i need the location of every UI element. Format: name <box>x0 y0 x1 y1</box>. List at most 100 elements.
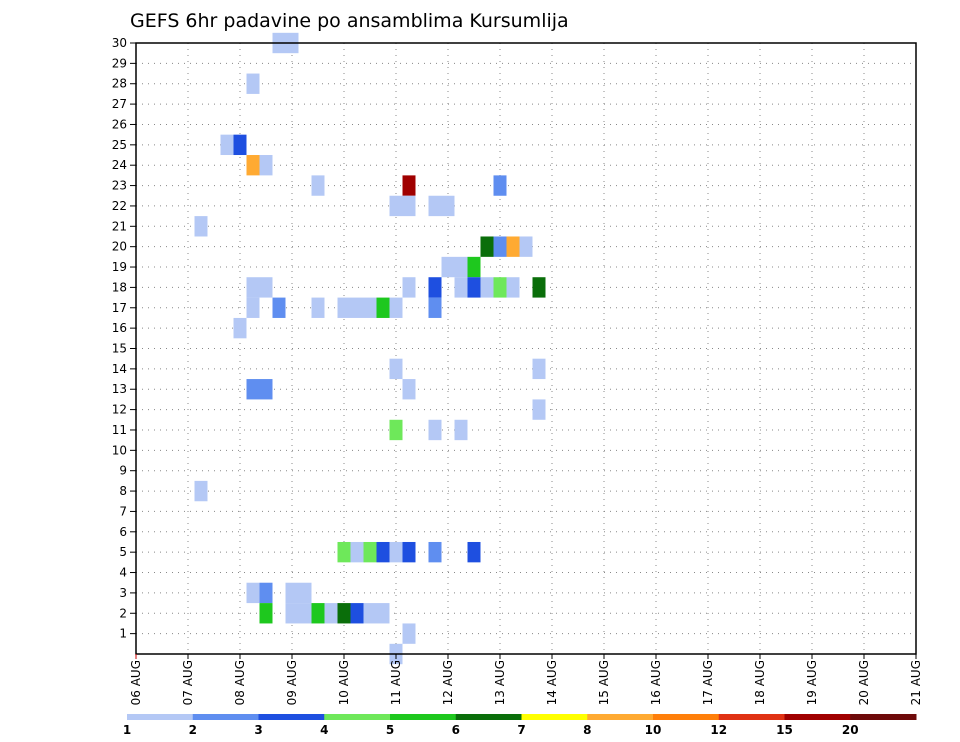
y-axis-ticks: 1234567891011121314151617181920212223242… <box>112 36 136 641</box>
colorbar-label: 8 <box>583 723 591 737</box>
precip-cell <box>285 603 299 624</box>
precip-cell <box>233 134 247 156</box>
y-tick-label: 7 <box>119 504 127 518</box>
precip-cell <box>441 195 455 217</box>
x-tick-label: 11 AUG <box>389 660 403 705</box>
precip-cell <box>363 541 377 563</box>
precip-cell <box>389 358 403 380</box>
y-tick-label: 15 <box>112 342 127 356</box>
precip-cell <box>402 195 416 217</box>
y-tick-label: 23 <box>112 179 127 193</box>
precip-cell <box>246 277 260 298</box>
precip-cell <box>454 419 468 441</box>
precip-cell <box>467 277 481 298</box>
precip-cell <box>467 256 481 278</box>
precip-cell <box>298 582 312 604</box>
precip-cell <box>233 317 247 339</box>
precip-cell <box>246 297 260 318</box>
x-tick-label: 19 AUG <box>805 660 819 705</box>
precip-cell <box>246 155 260 176</box>
precipitation-cells <box>194 32 546 665</box>
x-tick-label: 20 AUG <box>857 660 871 705</box>
x-tick-label: 08 AUG <box>233 660 247 705</box>
x-tick-label: 12 AUG <box>441 660 455 705</box>
precip-cell <box>493 236 507 257</box>
precip-cell <box>467 541 481 563</box>
precip-cell <box>389 195 403 217</box>
precip-cell <box>506 277 520 298</box>
precip-cell <box>402 623 416 644</box>
x-tick-label: 06 AUG <box>129 660 143 705</box>
precip-cell <box>337 603 351 624</box>
precip-cell <box>519 236 533 257</box>
precip-cell <box>311 297 325 318</box>
x-tick-label: 15 AUG <box>597 660 611 705</box>
precip-cell <box>441 256 455 278</box>
y-tick-label: 13 <box>112 382 127 396</box>
colorbar-swatch <box>521 714 588 720</box>
precip-cell <box>389 541 403 563</box>
colorbar-swatch <box>455 714 522 720</box>
precip-cell <box>480 236 494 257</box>
y-tick-label: 24 <box>112 158 127 172</box>
precip-cell <box>246 379 260 400</box>
precip-cell <box>376 603 390 624</box>
y-tick-label: 8 <box>119 484 127 498</box>
precip-cell <box>363 297 377 318</box>
colorbar-label: 15 <box>776 723 793 737</box>
x-tick-label: 18 AUG <box>753 660 767 705</box>
colorbar-swatch <box>324 714 391 720</box>
chart-title: GEFS 6hr padavine po ansamblima Kursumli… <box>130 10 569 32</box>
colorbar-label: 4 <box>320 723 328 737</box>
y-tick-label: 19 <box>112 260 127 274</box>
colorbar-label: 20 <box>842 723 859 737</box>
precip-cell <box>259 155 273 176</box>
y-tick-label: 22 <box>112 199 127 213</box>
colorbar-label: 7 <box>517 723 525 737</box>
precip-cell <box>259 582 273 604</box>
precip-cell <box>311 603 325 624</box>
precip-cell <box>337 541 351 563</box>
x-tick-label: 13 AUG <box>493 660 507 705</box>
colorbar-label: 3 <box>254 723 262 737</box>
precip-cell <box>350 541 364 563</box>
precip-cell <box>298 603 312 624</box>
precip-cell <box>402 379 416 400</box>
precip-cell <box>454 256 468 278</box>
colorbar-label: 5 <box>386 723 394 737</box>
precip-cell <box>285 582 299 604</box>
precip-cell <box>376 541 390 563</box>
y-tick-label: 20 <box>112 240 127 254</box>
colorbar-swatch <box>127 714 194 720</box>
y-tick-label: 30 <box>112 36 127 50</box>
y-tick-label: 25 <box>112 138 127 152</box>
precip-cell <box>337 297 351 318</box>
x-tick-label: 14 AUG <box>545 660 559 705</box>
colorbar-swatch <box>390 714 457 720</box>
colorbar-swatch <box>587 714 654 720</box>
y-tick-label: 4 <box>119 566 127 580</box>
y-tick-label: 16 <box>112 321 127 335</box>
colorbar-swatch <box>718 714 785 720</box>
precip-cell <box>428 195 442 217</box>
precip-cell <box>246 582 260 604</box>
precip-cell <box>532 358 546 380</box>
precip-cell <box>454 277 468 298</box>
colorbar-swatch <box>258 714 325 720</box>
y-tick-label: 6 <box>119 525 127 539</box>
precip-cell <box>428 277 442 298</box>
precip-cell <box>480 277 494 298</box>
precip-cell <box>493 175 507 196</box>
colorbar-swatch <box>850 714 917 720</box>
y-tick-label: 3 <box>119 586 127 600</box>
precip-cell <box>376 297 390 318</box>
colorbar-label: 10 <box>645 723 662 737</box>
precip-cell <box>532 277 546 298</box>
y-tick-label: 26 <box>112 117 127 131</box>
colorbar-label: 12 <box>710 723 727 737</box>
x-axis-ticks: 06 AUG 07 AUG 08 AUG 09 AUG 10 AUG 11 AUG 12 A… <box>129 654 923 705</box>
precip-cell <box>259 603 273 624</box>
colorbar: 1 2 3 4 5 6 7 8 10 12 15 20 <box>123 714 917 737</box>
precip-cell <box>259 277 273 298</box>
